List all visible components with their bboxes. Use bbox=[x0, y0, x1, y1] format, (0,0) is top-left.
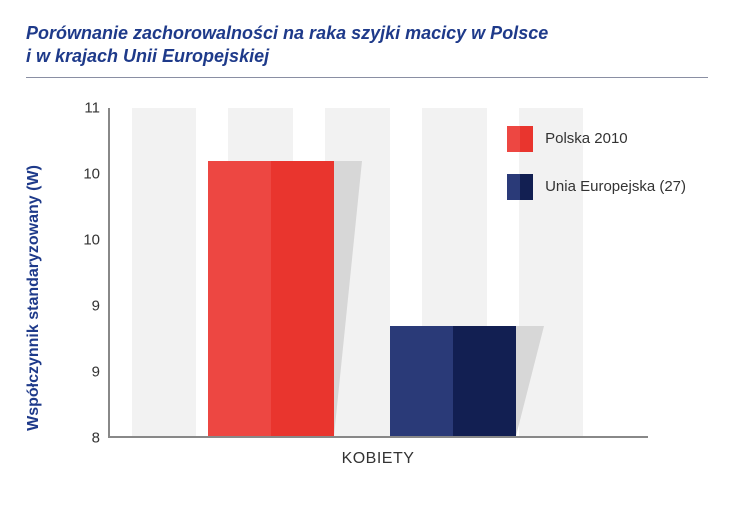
y-tick-label: 10 bbox=[83, 231, 110, 248]
y-axis-label: Współczynnik standaryzowany (W) bbox=[25, 165, 43, 431]
bar-half-right bbox=[271, 161, 334, 436]
swatch-half bbox=[507, 174, 520, 200]
grid-column bbox=[132, 108, 197, 436]
y-tick-label: 9 bbox=[92, 297, 110, 314]
legend-label: Unia Europejska (27) bbox=[545, 178, 686, 195]
legend-label: Polska 2010 bbox=[545, 130, 628, 147]
y-tick-label: 9 bbox=[92, 363, 110, 380]
bar-half-left bbox=[390, 326, 453, 436]
y-tick-label: 10 bbox=[83, 165, 110, 182]
title-line-2: i w krajach Unii Europejskiej bbox=[26, 46, 269, 66]
swatch-half bbox=[520, 126, 533, 152]
legend-swatch-polska bbox=[507, 126, 533, 152]
legend-swatch-eu bbox=[507, 174, 533, 200]
y-tick-label: 8 bbox=[92, 429, 110, 446]
legend: Polska 2010 Unia Europejska (27) bbox=[507, 126, 686, 200]
legend-item-eu: Unia Europejska (27) bbox=[507, 174, 686, 200]
bar-0 bbox=[208, 161, 334, 436]
swatch-half bbox=[507, 126, 520, 152]
bar-half-left bbox=[208, 161, 271, 436]
chart-title: Porównanie zachorowalności na raka szyjk… bbox=[26, 22, 708, 78]
legend-item-polska: Polska 2010 bbox=[507, 126, 686, 152]
bar-1 bbox=[390, 326, 516, 436]
bar-half-right bbox=[453, 326, 516, 436]
chart-container: Współczynnik standaryzowany (W) 8 9 9 10 10 1… bbox=[26, 98, 706, 498]
x-axis-label: KOBIETY bbox=[108, 450, 648, 468]
swatch-half bbox=[520, 174, 533, 200]
y-tick-label: 11 bbox=[84, 99, 110, 116]
title-line-1: Porównanie zachorowalności na raka szyjk… bbox=[26, 23, 548, 43]
